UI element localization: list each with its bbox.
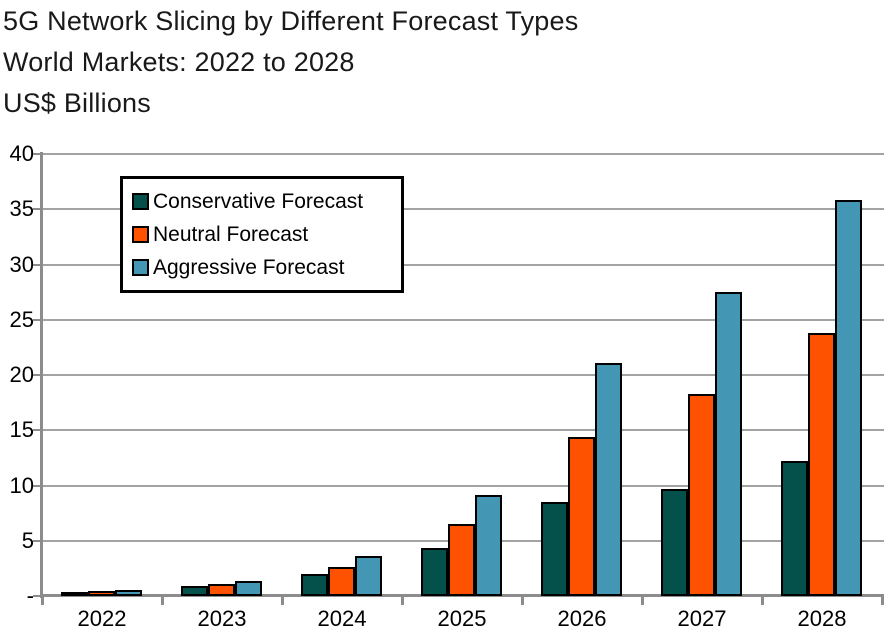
y-axis-label--: - — [26, 583, 34, 608]
bar-2024-neutral — [328, 567, 355, 596]
legend-label-aggressive: Aggressive Forecast — [153, 255, 345, 279]
y-axis-label-15: 15 — [9, 417, 34, 443]
legend-label-conservative: Conservative Forecast — [153, 189, 364, 213]
y-axis-label-35: 35 — [9, 196, 34, 222]
chart-title-line3: US$ Billions — [3, 88, 151, 118]
y-axis-label-25: 25 — [9, 306, 34, 332]
x-axis-label-2025: 2025 — [437, 606, 487, 631]
x-axis-label-2027: 2027 — [677, 606, 727, 631]
chart-title-block: 5G Network Slicing by Different Forecast… — [3, 1, 578, 124]
gridline-10 — [42, 484, 884, 487]
chart-title-line2: World Markets: 2022 to 2028 — [3, 47, 355, 77]
y-axis-tick-15 — [33, 429, 42, 432]
bar-2025-conservative — [421, 547, 448, 596]
y-axis-tick-35 — [33, 208, 42, 211]
gridline-40 — [42, 153, 884, 155]
legend-item-aggressive: Aggressive Forecast — [132, 256, 401, 280]
y-axis-label-10: 10 — [9, 472, 34, 498]
y-axis-tick-- — [33, 595, 42, 597]
bar-2025-aggressive — [475, 494, 502, 596]
y-axis-tick-5 — [33, 539, 42, 542]
x-axis-tick-2 — [281, 596, 284, 605]
y-axis-label-5: 5 — [21, 527, 34, 553]
bar-2022-conservative — [61, 591, 88, 596]
x-axis-tick-0 — [41, 596, 44, 605]
chart-title-line1: 5G Network Slicing by Different Forecast… — [3, 6, 579, 36]
y-axis-label-40: 40 — [9, 141, 34, 166]
x-axis-tick-7 — [881, 596, 884, 605]
y-axis-tick-30 — [33, 263, 42, 266]
legend-swatch-conservative — [132, 193, 149, 210]
bar-2027-neutral — [688, 393, 715, 596]
y-axis-tick-25 — [33, 318, 42, 321]
y-axis-tick-40 — [33, 153, 42, 155]
x-axis-label-2028: 2028 — [797, 606, 847, 631]
bar-2027-conservative — [661, 489, 688, 596]
gridline-15 — [42, 429, 884, 432]
legend-item-neutral: Neutral Forecast — [132, 223, 401, 247]
bar-2025-neutral — [448, 524, 475, 596]
bar-2026-aggressive — [595, 363, 622, 596]
y-axis-label-30: 30 — [9, 251, 34, 277]
x-axis-tick-6 — [761, 596, 764, 605]
gridline-30 — [42, 263, 884, 266]
x-axis-label-2024: 2024 — [317, 606, 367, 631]
bar-2028-neutral — [808, 333, 835, 596]
y-axis-line — [40, 152, 43, 598]
y-axis-tick-10 — [33, 484, 42, 487]
bar-2023-aggressive — [235, 580, 262, 596]
gridline-20 — [42, 374, 884, 376]
legend-swatch-neutral — [132, 226, 149, 243]
bar-2022-aggressive — [115, 589, 142, 596]
legend-swatch-aggressive — [132, 259, 149, 276]
bar-2023-neutral — [208, 584, 235, 596]
x-axis-tick-5 — [641, 596, 644, 605]
y-axis-tick-20 — [33, 374, 42, 376]
bar-2026-neutral — [568, 437, 595, 596]
x-axis-label-2026: 2026 — [557, 606, 607, 631]
bar-2026-conservative — [541, 502, 568, 596]
x-axis-tick-3 — [401, 596, 404, 605]
bar-2028-conservative — [781, 461, 808, 596]
bar-2022-neutral — [88, 590, 115, 596]
y-axis-label-20: 20 — [9, 362, 34, 387]
bar-2023-conservative — [181, 586, 208, 596]
x-axis-tick-4 — [521, 596, 524, 605]
gridline-25 — [42, 318, 884, 321]
legend-label-neutral: Neutral Forecast — [153, 222, 309, 246]
bar-2027-aggressive — [715, 292, 742, 596]
x-axis-tick-1 — [161, 596, 164, 605]
bar-2024-conservative — [301, 574, 328, 596]
x-axis-label-2022: 2022 — [77, 606, 127, 631]
x-axis-label-2023: 2023 — [197, 606, 247, 631]
bar-2028-aggressive — [835, 199, 862, 596]
gridline-35 — [42, 208, 884, 211]
legend: Conservative Forecast Neutral Forecast A… — [120, 176, 404, 293]
bar-2024-aggressive — [355, 556, 382, 596]
legend-item-conservative: Conservative Forecast — [132, 190, 401, 214]
